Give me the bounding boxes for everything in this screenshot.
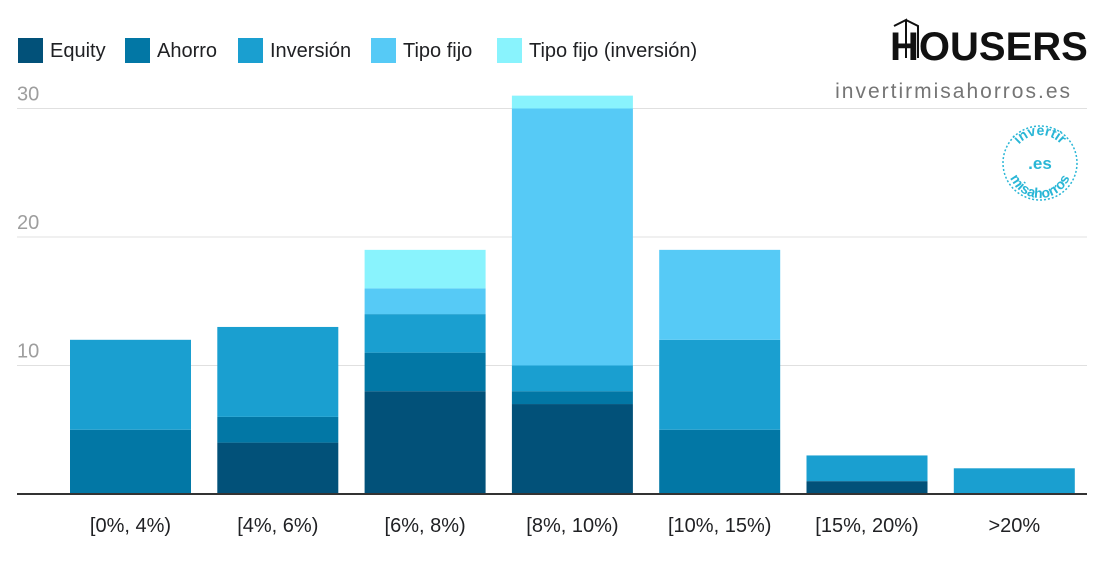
seal-top-text: invertir — [1010, 122, 1071, 147]
logo-house-outline-icon — [893, 18, 919, 58]
bar-segment-0-5 — [806, 481, 928, 494]
x-tick-label: [15%, 20%) — [815, 515, 918, 537]
bar-segment-1-1 — [217, 416, 339, 443]
x-tick-label: [0%, 4%) — [90, 515, 171, 537]
logo-text: HOUSERS — [890, 25, 1088, 69]
legend-label-2: Inversión — [270, 40, 351, 62]
bar-segment-0-2 — [364, 391, 486, 494]
bar-segment-1-4 — [659, 429, 781, 494]
bar-segment-2-5 — [806, 455, 928, 482]
bars — [70, 95, 1075, 494]
bar-segment-2-3 — [511, 365, 633, 392]
y-tick-label: 20 — [17, 212, 39, 234]
x-tick-label: [6%, 8%) — [385, 515, 466, 537]
legend-swatch-3 — [371, 38, 396, 63]
legend-label-1: Ahorro — [157, 40, 217, 62]
legend-swatch-0 — [18, 38, 43, 63]
bar-segment-4-2 — [364, 249, 486, 289]
y-axis-ticks: 10 20 30 — [17, 84, 39, 363]
x-tick-label: [10%, 15%) — [668, 515, 771, 537]
legend-label-4: Tipo fijo (inversión) — [529, 40, 697, 62]
seal-center-text: .es — [1028, 154, 1052, 173]
legend: Equity Ahorro Inversión Tipo fijo Tipo fijo … — [18, 38, 697, 63]
bar-segment-1-2 — [364, 352, 486, 392]
legend-label-3: Tipo fijo — [403, 40, 472, 62]
x-tick-label: >20% — [988, 515, 1040, 537]
x-tick-label: [4%, 6%) — [237, 515, 318, 537]
bar-segment-2-6 — [953, 468, 1075, 494]
bar-segment-2-0 — [70, 339, 191, 430]
y-tick-label: 30 — [17, 84, 39, 106]
bar-segment-3-2 — [364, 288, 486, 315]
bar-segment-2-2 — [364, 314, 486, 353]
bar-segment-2-1 — [217, 326, 339, 417]
y-tick-label: 10 — [17, 341, 39, 363]
legend-swatch-1 — [125, 38, 150, 63]
bar-segment-0-3 — [511, 404, 633, 494]
bar-segment-3-3 — [511, 108, 633, 366]
bar-segment-1-3 — [511, 391, 633, 405]
legend-swatch-4 — [497, 38, 522, 63]
legend-label-0: Equity — [50, 40, 106, 62]
bar-segment-4-3 — [511, 95, 633, 109]
bar-segment-3-4 — [659, 249, 781, 340]
bar-segment-1-0 — [70, 429, 191, 494]
seal-logo: invertir .es misahorros — [1002, 122, 1078, 201]
legend-swatch-2 — [238, 38, 263, 63]
seal-bottom-text: misahorros — [1007, 171, 1073, 201]
site-url: invertirmisahorros.es — [835, 80, 1072, 103]
x-tick-label: [8%, 10%) — [526, 515, 618, 537]
bar-segment-2-4 — [659, 339, 781, 430]
bar-segment-0-1 — [217, 442, 339, 494]
x-axis-ticks: [0%, 4%) [4%, 6%) [6%, 8%) [8%, 10%) [10%, 1… — [90, 515, 1040, 537]
housers-logo: HOUSERS — [890, 18, 1088, 69]
